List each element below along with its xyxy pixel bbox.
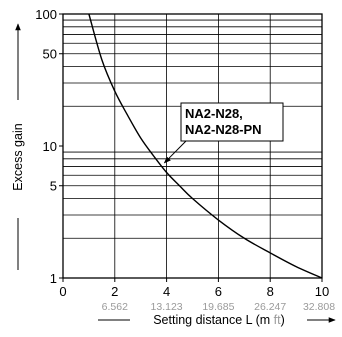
x-ft-tick-label: 19.685	[202, 301, 234, 313]
x-tick-label: 6	[215, 284, 222, 299]
plot-frame	[59, 13, 323, 282]
x-ft-tick-labels: 6.562 13.123 19.685 26.247 32.808	[102, 301, 336, 313]
minor-gridlines	[63, 14, 322, 278]
x-tick-label: 0	[59, 284, 66, 299]
x-ft-tick-label: 26.247	[254, 301, 286, 313]
y-tick-labels: 1 5 10 50 100	[35, 7, 57, 286]
series-layer	[88, 13, 323, 279]
x-ft-tick-label: 13.123	[151, 301, 183, 313]
y-tick-label: 50	[43, 47, 57, 62]
y-tick-label: 1	[50, 271, 57, 286]
x-ft-tick-label: 32.808	[303, 301, 335, 313]
y-tick-label: 100	[35, 7, 57, 22]
annotation-layer: NA2-N28,NA2-N28-PN	[163, 102, 284, 164]
x-tick-label: 2	[111, 284, 118, 299]
annotation-label: NA2-N28,	[185, 106, 243, 121]
x-tick-label: 4	[163, 284, 170, 299]
annotation-box	[180, 102, 284, 142]
y-tick-label: 5	[50, 179, 57, 194]
x-tick-label: 10	[315, 284, 329, 299]
x-ft-tick-label: 6.562	[102, 301, 128, 313]
annotation-arrow	[163, 140, 187, 164]
x-tick-labels: 0 2 4 6 8 10	[59, 284, 329, 299]
annotation-label: NA2-N28-PN	[185, 122, 262, 137]
y-tick-label: 10	[43, 139, 57, 154]
y-axis-label: Excess gain	[11, 123, 25, 190]
x-axis-label: Setting distance L (m ft)	[153, 313, 285, 327]
series-curve	[88, 13, 323, 279]
x-tick-label: 8	[267, 284, 274, 299]
